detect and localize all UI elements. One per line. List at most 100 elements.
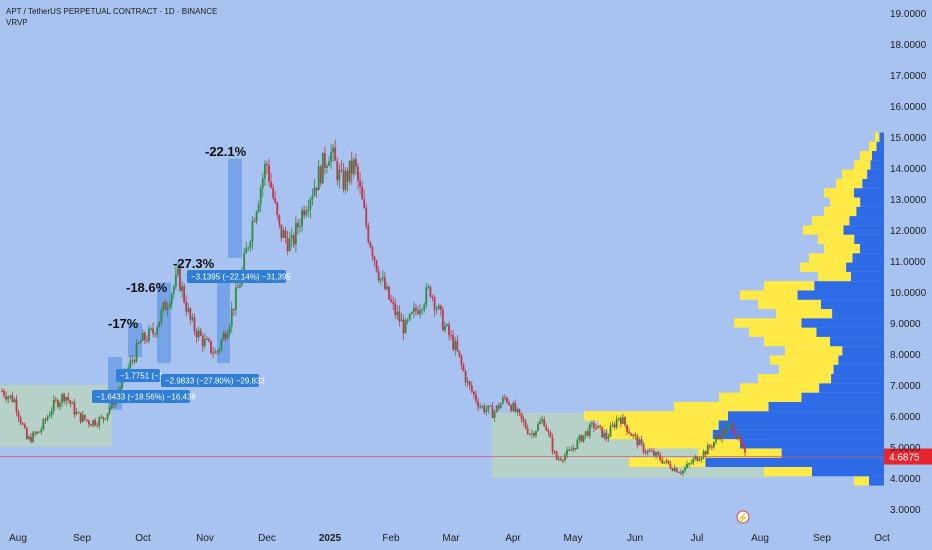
- x-tick-label: Mar: [442, 533, 460, 544]
- measure-label-bg: [187, 270, 286, 283]
- candle-body: [3, 391, 5, 396]
- candle-body: [530, 433, 533, 435]
- candle-body: [404, 320, 407, 334]
- volume-bar-up: [800, 262, 847, 272]
- candle-body: [715, 436, 717, 442]
- candle-body: [313, 187, 316, 196]
- candle-body: [593, 422, 595, 428]
- drop-annotation: -22.1%: [205, 144, 247, 159]
- y-tick-label: 17.0000: [890, 71, 927, 82]
- candle-body: [491, 406, 494, 418]
- symbol-title[interactable]: APT / TetherUS PERPETUAL CONTRACT · 1D ·…: [6, 7, 218, 16]
- candle-body: [653, 451, 655, 456]
- volume-bar-down: [814, 281, 884, 291]
- candle-body: [189, 308, 192, 320]
- volume-bar-down: [801, 318, 884, 328]
- volume-bar-down: [816, 327, 884, 337]
- x-tick-label: 2025: [319, 533, 342, 544]
- candle-body: [586, 431, 589, 436]
- measure-label: −3.1395 (−22.14%) −31,395: [191, 273, 291, 282]
- candle-body: [431, 296, 434, 298]
- volume-bar-down: [801, 392, 884, 402]
- candle-body: [450, 335, 453, 337]
- drop-annotation: -17%: [108, 316, 139, 331]
- candle-body: [266, 164, 268, 166]
- candle-body: [621, 417, 624, 424]
- candle-body: [441, 309, 444, 331]
- candle-body: [253, 220, 256, 222]
- candle-body: [305, 211, 308, 216]
- candle-body: [506, 397, 508, 403]
- candle-body: [590, 422, 593, 425]
- volume-bar-up: [869, 141, 877, 152]
- candle-body: [439, 305, 442, 310]
- volume-bar-down: [812, 466, 884, 477]
- volume-bar-down: [740, 439, 884, 449]
- candle-body: [338, 169, 341, 181]
- volume-bar-down: [718, 420, 884, 430]
- candle-body: [369, 241, 372, 248]
- candle-body: [290, 235, 293, 239]
- candle-body: [321, 152, 324, 184]
- y-tick-label: 18.0000: [890, 40, 927, 51]
- candle-body: [520, 412, 523, 419]
- candle-body: [205, 338, 208, 340]
- last-price-badge[interactable]: [884, 448, 932, 465]
- candle-body: [375, 260, 378, 272]
- candle-body: [564, 455, 566, 461]
- volume-bar-down: [781, 448, 884, 458]
- candle-body: [648, 450, 651, 452]
- candle-body: [344, 170, 347, 190]
- y-tick-label: 6.0000: [890, 412, 921, 423]
- candle-body: [713, 441, 715, 448]
- candle-body: [429, 286, 432, 297]
- candle-body: [133, 360, 136, 362]
- y-tick-label: 11.0000: [890, 257, 926, 268]
- y-axis[interactable]: 19.0000 18.0000 17.0000 16.0000 15.0000 14.00…: [890, 9, 927, 516]
- candle-body: [83, 414, 86, 420]
- candle-body: [379, 278, 382, 281]
- candle-body: [437, 305, 440, 309]
- candle-body: [468, 381, 471, 386]
- volume-bar-down: [728, 411, 884, 421]
- volume-bar-down: [849, 216, 884, 226]
- candle-body: [361, 186, 364, 200]
- candle-body: [582, 435, 585, 442]
- x-axis[interactable]: Aug Sep Oct Nov Dec 2025 Feb Mar Apr May Jun Jul Aug…: [9, 510, 890, 544]
- y-tick-label: 14.0000: [890, 164, 927, 175]
- candle-body: [543, 419, 546, 427]
- candle-body: [632, 434, 635, 436]
- volume-profile: [584, 132, 884, 486]
- indicator-label[interactable]: VRVP: [6, 18, 28, 27]
- candle-body: [56, 400, 59, 407]
- volume-bar-up: [734, 318, 802, 328]
- candle-body: [553, 451, 556, 453]
- candle-body: [222, 333, 225, 340]
- candle-body: [359, 180, 361, 187]
- candle-body: [257, 204, 260, 212]
- volume-bar-up: [776, 309, 833, 319]
- candle-body: [294, 222, 297, 245]
- volume-bar-up: [812, 216, 850, 226]
- candle-body: [145, 340, 148, 342]
- candle-body: [607, 436, 610, 439]
- candle-body: [578, 435, 581, 440]
- candle-body: [572, 447, 575, 450]
- candle-body: [98, 417, 101, 426]
- candle-body: [731, 424, 734, 431]
- candle-body: [394, 303, 397, 315]
- candle-body: [36, 431, 39, 434]
- candle-body: [363, 199, 366, 208]
- candle-body: [489, 405, 492, 407]
- volume-bar-down: [851, 271, 884, 282]
- candle-body: [19, 417, 22, 424]
- candle-body: [655, 452, 657, 456]
- event-flag-icon[interactable]: [736, 510, 750, 524]
- candle-body: [406, 319, 409, 321]
- volume-bar-down: [831, 374, 884, 384]
- candle-body: [352, 159, 355, 174]
- candle-body: [21, 423, 24, 425]
- y-tick-label: 15.0000: [890, 133, 927, 144]
- candle-body: [624, 417, 626, 425]
